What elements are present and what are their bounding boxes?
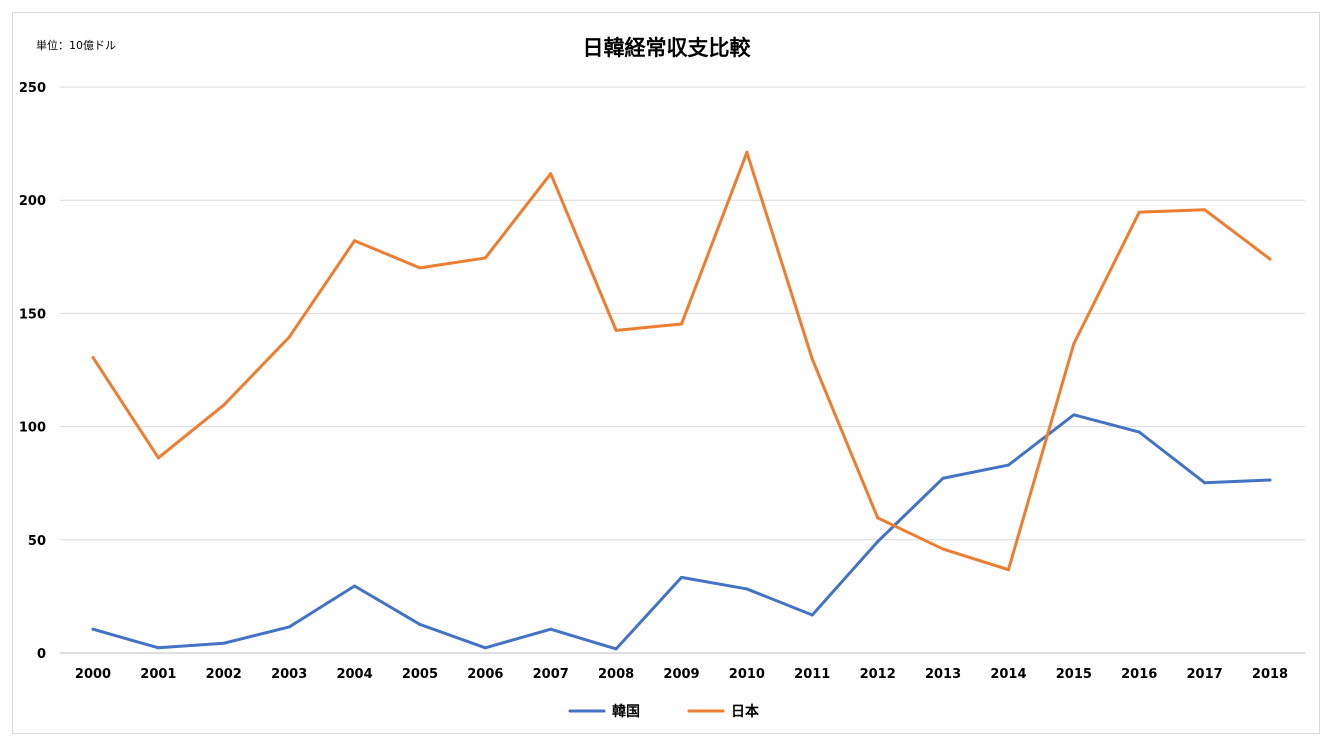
chart-frame xyxy=(12,12,1320,734)
data-point xyxy=(680,322,683,326)
y-tick-label: 150 xyxy=(19,307,46,322)
data-point xyxy=(745,587,749,591)
data-point xyxy=(614,328,618,332)
data-point xyxy=(745,150,749,154)
data-point xyxy=(483,646,487,650)
y-axis-ticks: 0 50 100 150 200 250 xyxy=(19,81,46,662)
x-tick-label: 2008 xyxy=(598,667,634,682)
data-point xyxy=(810,613,814,617)
x-tick-label: 2014 xyxy=(990,667,1026,682)
data-point xyxy=(91,627,95,631)
x-tick-label: 2015 xyxy=(1056,667,1092,682)
data-point xyxy=(1203,481,1207,485)
data-point xyxy=(941,476,945,480)
data-point xyxy=(1137,430,1141,434)
x-tick-label: 2003 xyxy=(271,667,307,682)
x-tick-label: 2018 xyxy=(1252,667,1288,682)
data-point xyxy=(1006,463,1010,467)
data-point xyxy=(287,335,291,339)
y-tick-label: 200 xyxy=(19,194,46,209)
legend-label-1: 日本 xyxy=(731,703,760,720)
x-tick-label: 2012 xyxy=(860,667,896,682)
data-point xyxy=(1268,478,1272,482)
x-tick-label: 2010 xyxy=(729,667,765,682)
y-tick-label: 250 xyxy=(19,81,46,96)
x-tick-label: 2002 xyxy=(206,667,242,682)
y-tick-label: 0 xyxy=(37,647,46,662)
data-point xyxy=(353,239,357,243)
data-point xyxy=(418,622,422,626)
series-lines xyxy=(91,150,1272,651)
x-tick-label: 2011 xyxy=(794,667,830,682)
data-point xyxy=(1006,568,1010,572)
data-point xyxy=(810,357,814,361)
series-line-1 xyxy=(91,150,1272,572)
data-point xyxy=(1072,342,1076,346)
x-tick-label: 2004 xyxy=(336,667,372,682)
legend-label-0: 韓国 xyxy=(612,703,640,720)
data-point xyxy=(222,641,226,645)
data-point xyxy=(1137,210,1141,214)
x-tick-label: 2007 xyxy=(533,667,569,682)
data-point xyxy=(91,356,95,360)
x-axis-ticks: 2000 2001 2002 2003 2004 2005 2006 2007 2008 2009… xyxy=(75,667,1288,682)
data-point xyxy=(614,647,618,651)
unit-label: 単位：10億ドル xyxy=(36,39,116,52)
x-tick-label: 2000 xyxy=(75,667,111,682)
data-point xyxy=(222,403,226,407)
data-point xyxy=(876,516,880,520)
data-point xyxy=(876,540,880,544)
data-point xyxy=(1268,257,1272,261)
x-tick-label: 2017 xyxy=(1187,667,1223,682)
data-point xyxy=(549,172,553,176)
data-point xyxy=(156,456,160,460)
chart-title: 日韓経常収支比較 xyxy=(582,36,751,60)
data-point xyxy=(483,256,487,260)
gridlines xyxy=(60,86,1305,654)
data-point xyxy=(941,547,945,551)
series-line-0 xyxy=(91,413,1272,651)
x-tick-label: 2006 xyxy=(467,667,503,682)
x-tick-label: 2001 xyxy=(140,667,176,682)
data-point xyxy=(549,627,553,631)
data-point xyxy=(353,584,357,588)
x-tick-label: 2013 xyxy=(925,667,961,682)
y-tick-label: 50 xyxy=(28,534,46,549)
data-point xyxy=(1072,413,1076,417)
x-tick-label: 2009 xyxy=(663,667,699,682)
data-point xyxy=(287,625,291,629)
legend: 韓国 日本 xyxy=(568,703,760,720)
data-point xyxy=(418,266,422,270)
x-tick-label: 2005 xyxy=(402,667,438,682)
data-point xyxy=(680,575,683,579)
data-point xyxy=(1203,208,1207,212)
x-tick-label: 2016 xyxy=(1121,667,1157,682)
data-point xyxy=(156,646,160,650)
y-tick-label: 100 xyxy=(19,421,46,436)
